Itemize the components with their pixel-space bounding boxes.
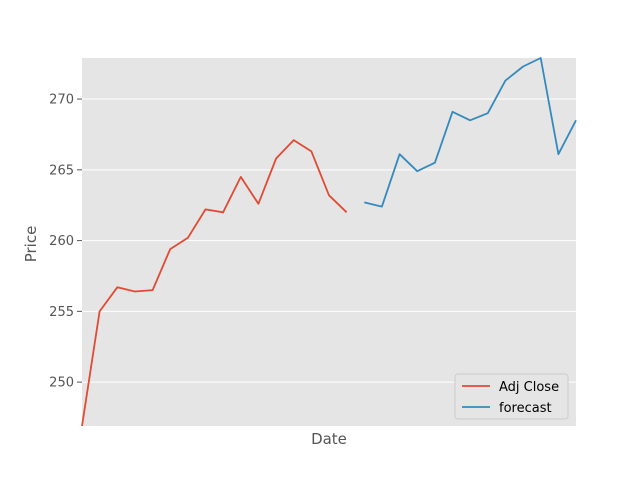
series-lines [81,57,577,427]
y-tick-label: 265 [49,163,74,178]
x-axis-label: Date [311,430,347,448]
y-tick-label: 255 [49,305,74,320]
legend-label-forecast: forecast [499,401,552,416]
y-tick-label: 260 [49,234,74,249]
series-line-forecast [364,57,577,208]
y-axis-label: Price [22,226,40,263]
y-axis-ticks: 250 255 260 265 270 [49,93,82,391]
legend: Adj Close forecast [454,373,569,420]
plot-area-background [82,58,576,426]
y-tick-label: 270 [49,93,74,108]
legend-label-adj-close: Adj Close [499,380,559,395]
y-tick-label: 250 [49,376,74,391]
series-line-adj-close [81,139,348,427]
